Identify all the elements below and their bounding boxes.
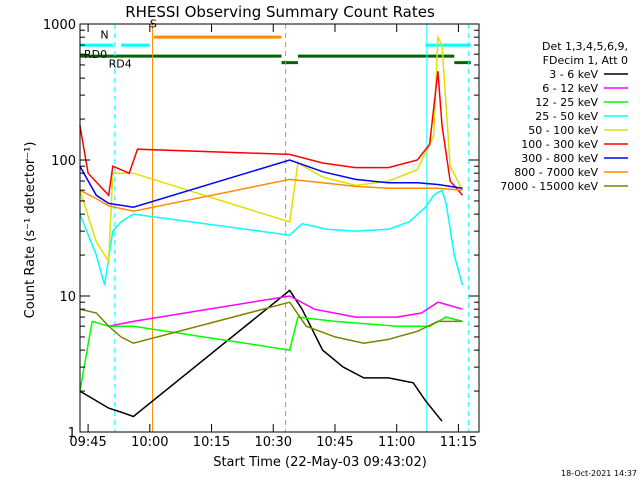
legend: Det 1,3,4,5,6,9,FDecim 1, Att 03 - 6 keV…: [500, 40, 628, 193]
legend-entry: 6 - 12 keV: [542, 82, 598, 95]
legend-header: Det 1,3,4,5,6,9,: [542, 40, 628, 53]
y-tick-label: 1000: [43, 18, 76, 33]
legend-entry: 300 - 800 keV: [521, 152, 598, 165]
series-line-1: [108, 295, 463, 327]
x-tick-label: 10:30: [255, 435, 292, 450]
series-line-8: [79, 301, 463, 344]
y-tick-label: 1: [68, 426, 76, 441]
series-line-5: [79, 71, 464, 197]
series-line-2: [79, 316, 463, 392]
legend-header: FDecim 1, Att 0: [543, 54, 628, 67]
legend-entry: 3 - 6 keV: [549, 68, 598, 81]
series-line-0: [79, 289, 443, 422]
flag-label: RD0: [84, 48, 107, 61]
series-line-7: [79, 178, 463, 212]
legend-entry: 50 - 100 keV: [528, 124, 598, 137]
series-line-3: [79, 189, 464, 286]
x-tick-label: 10:45: [316, 435, 353, 450]
y-tick-label: 10: [59, 290, 76, 305]
y-axis-label: Count Rate (s⁻¹ detector⁻¹): [23, 142, 38, 319]
series-line-4: [79, 34, 464, 264]
series-line-6: [79, 159, 463, 208]
footer-timestamp: 18-Oct-2021 14:37: [561, 469, 637, 478]
flag-label: RD4: [109, 57, 132, 70]
axes: 09:45 10:00 10:15 10:30 10:45 11:00 11:15 1 10 10…: [43, 18, 480, 450]
legend-entry: 100 - 300 keV: [521, 138, 598, 151]
plot-frame: [79, 23, 480, 433]
x-tick-label: 09:45: [69, 435, 106, 450]
x-tick-label: 10:15: [193, 435, 230, 450]
x-tick-label: 11:15: [440, 435, 477, 450]
legend-entry: 800 - 7000 keV: [514, 166, 598, 179]
legend-entry: 7000 - 15000 keV: [500, 180, 598, 193]
flag-label: N: [100, 29, 108, 42]
legend-entry: 25 - 50 keV: [535, 110, 598, 123]
x-tick-label: 10:00: [131, 435, 168, 450]
y-tick-label: 100: [51, 154, 76, 169]
legend-entry: 12 - 25 keV: [535, 96, 598, 109]
x-axis-label: Start Time (22-May-03 09:43:02): [213, 455, 427, 470]
x-tick-label: 11:00: [378, 435, 415, 450]
chart-title: RHESSI Observing Summary Count Rates: [125, 3, 435, 21]
